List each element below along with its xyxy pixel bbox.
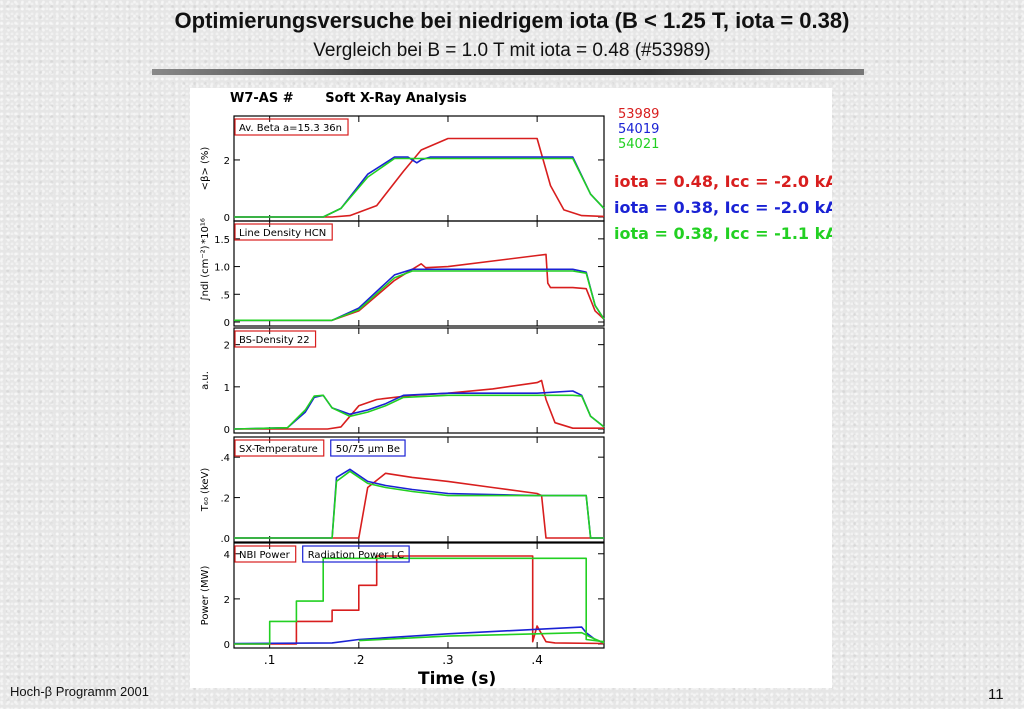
series-54021 — [234, 557, 605, 645]
legend-condition-2: iota = 0.38, Icc = -2.0 kA — [614, 198, 832, 217]
page-number: 11 — [988, 686, 1004, 703]
legend-condition-1: iota = 0.48, Icc = -2.0 kA — [614, 172, 832, 191]
y-tick-label: 0 — [224, 425, 230, 436]
x-tick-label: .4 — [531, 653, 542, 667]
panel-label-box — [234, 223, 333, 241]
x-tick-label: .1 — [264, 653, 275, 667]
y-tick-label: .0 — [220, 534, 230, 545]
panel-label: NBI Power — [239, 550, 291, 561]
panel-label-box — [234, 439, 325, 457]
panel-2: 0 .5 1.0 1.5∫ndl (cm⁻²)*10¹⁶ Line Density HC… — [200, 218, 605, 329]
y-tick-label: 2 — [224, 341, 230, 352]
series-54021 — [234, 157, 605, 218]
chart-panels: 02<β> (%)Av. Beta a=15.3 36n0.51.01.5∫nd… — [200, 115, 605, 651]
y-tick-label: 0 — [224, 318, 230, 329]
legend-shot-53989: 53989 — [618, 107, 659, 122]
series-53989 — [234, 137, 605, 218]
panel-label: Line Density HCN — [239, 228, 326, 239]
y-tick-label: .4 — [220, 453, 230, 464]
series-53989 — [234, 472, 604, 539]
x-axis: .1 .2 .3 .4 — [264, 653, 543, 667]
y-axis-label: a.u. — [200, 371, 211, 390]
series-53989 — [234, 555, 605, 645]
y-axis-label: ∫ndl (cm⁻²) — [200, 245, 211, 301]
series-54021 — [233, 394, 605, 430]
panel-label-box — [234, 118, 349, 136]
panel-label-box — [234, 545, 297, 563]
y-tick-label: .5 — [220, 290, 230, 301]
panel-5: 0 2 4 Power (MW) NBI Power Radiation Power LC — [200, 542, 605, 651]
footer-program: Hoch-β Programm 2001 — [10, 684, 149, 699]
slide-subtitle: Vergleich bei B = 1.0 T mit iota = 0.48 … — [313, 40, 711, 61]
legend-shot-54019: 54019 — [618, 122, 659, 137]
slide-title: Optimierungsversuche bei niedrigem iota … — [174, 8, 850, 33]
y-axis-label: Power (MW) — [200, 566, 211, 626]
chart-background — [190, 88, 832, 688]
y-tick-label: 0 — [224, 213, 230, 224]
series-54021 — [234, 270, 605, 322]
y-tick-label: 2 — [224, 595, 230, 606]
panel-4: .0 .2 .4 T₆₀ (keV) SX-Temperature 50/75 μm Be — [200, 436, 605, 545]
title-divider — [152, 69, 864, 75]
series-54021 — [234, 470, 604, 539]
panel-extra-label-box — [302, 545, 410, 563]
panel-extra-label: 50/75 μm Be — [336, 444, 400, 455]
panel-label: SX-Temperature — [239, 444, 318, 455]
panel-frame — [233, 542, 605, 649]
chart-header: W7-AS # Soft X-Ray Analysis — [230, 91, 467, 106]
y-tick-label: 1 — [224, 383, 230, 394]
panel-label-box — [234, 330, 317, 348]
panel-extra-label: Radiation Power LC — [308, 550, 404, 561]
y-axis-exponent: *10¹⁶ — [200, 218, 211, 244]
x-axis-label: Time (s) — [418, 669, 496, 688]
series-54019 — [233, 390, 605, 430]
legend-condition-3: iota = 0.38, Icc = -1.1 kA — [614, 224, 832, 243]
y-tick-label: 0 — [224, 640, 230, 651]
y-axis-label: <β> (%) — [200, 147, 211, 191]
panel-frame — [233, 327, 605, 434]
panel-frame — [233, 220, 605, 327]
y-tick-label: .2 — [220, 494, 230, 505]
panel-3: 0 1 2 a.u. BS-Density 22 — [200, 327, 605, 436]
panel-extra-label-box — [330, 439, 406, 457]
y-tick-label: 1.5 — [214, 235, 230, 246]
panel-label: BS-Density 22 — [239, 335, 310, 346]
y-tick-label: 1.0 — [214, 263, 230, 274]
series-53989 — [234, 253, 605, 322]
y-tick-label: 4 — [224, 550, 230, 561]
x-tick-label: .2 — [353, 653, 364, 667]
soft-xray-chart: W7-AS # Soft X-Ray Analysis 0 2 <β> (%) Av.… — [190, 88, 832, 688]
legend-shot-54021: 54021 — [618, 137, 659, 152]
y-axis-label: T₆₀ (keV) — [200, 468, 211, 513]
x-tick-label: .3 — [442, 653, 453, 667]
panel-frame — [233, 436, 605, 543]
y-tick-label: 2 — [224, 156, 230, 167]
panel-label: Av. Beta a=15.3 36n — [239, 123, 342, 134]
